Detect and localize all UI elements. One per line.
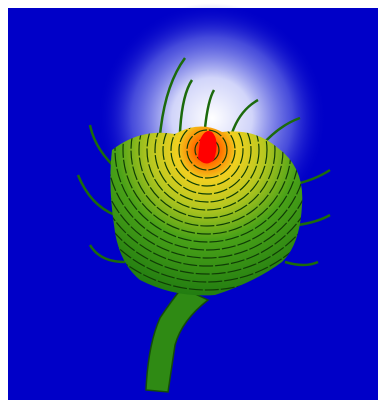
ring [154,126,260,203]
ring [146,126,268,211]
ring [186,129,228,171]
bloom-core [198,131,217,164]
ring [178,126,236,179]
ring [110,126,303,267]
ring [110,126,303,291]
ring [110,126,303,251]
ring [110,126,303,275]
bloom [110,126,303,296]
ring [170,126,244,187]
ring [110,126,303,259]
stem [145,287,210,393]
ring [138,126,276,219]
ring [162,126,252,195]
